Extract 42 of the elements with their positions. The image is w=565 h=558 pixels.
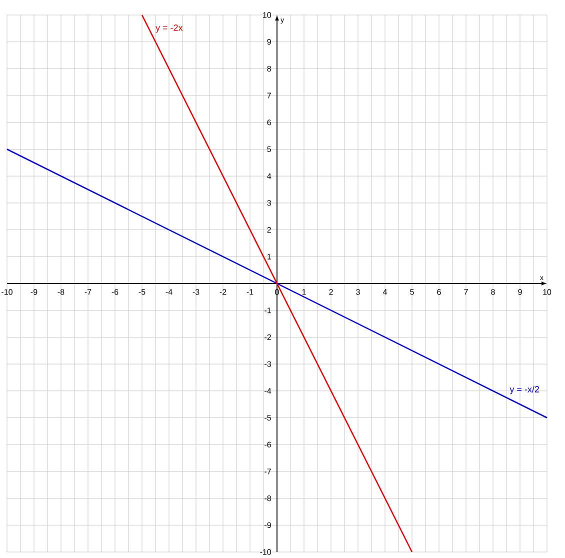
- x-tick-label: -4: [166, 289, 172, 295]
- x-tick-label: 6: [437, 289, 441, 295]
- y-tick-label: 3: [267, 200, 271, 206]
- x-tick-label: 4: [382, 289, 387, 295]
- y-tick-label: 7: [267, 92, 271, 98]
- series-label: y = -x/2: [510, 386, 540, 394]
- x-tick-label: -9: [30, 289, 38, 295]
- x-tick-label: 9: [518, 289, 522, 295]
- y-tick-label: 4: [267, 173, 272, 179]
- x-tick-label: -8: [58, 289, 64, 295]
- y-tick-label: -9: [264, 522, 271, 528]
- y-tick-label: -2: [264, 334, 271, 340]
- x-tick-label: 10: [543, 289, 552, 295]
- y-tick-label: 9: [267, 39, 271, 45]
- x-tick-label: 2: [329, 289, 333, 295]
- x-tick-label: 3: [356, 289, 360, 295]
- y-tick-label: 5: [267, 146, 271, 152]
- series-label: y = -2x: [156, 24, 183, 33]
- y-tick-label: 10: [263, 12, 272, 18]
- y-tick-label: 6: [267, 120, 271, 126]
- y-tick-label: 1: [268, 254, 271, 260]
- x-tick-label: -3: [192, 289, 200, 295]
- y-tick-label: -6: [264, 442, 271, 448]
- y-tick-label: -7: [264, 468, 271, 474]
- y-tick-label: -3: [264, 361, 271, 367]
- y-tick-label: 8: [267, 66, 271, 72]
- x-tick-label: -7: [84, 289, 92, 295]
- x-tick-label: -1: [246, 289, 254, 295]
- y-tick-label: -4: [264, 388, 272, 394]
- x-tick-label: 7: [464, 289, 468, 295]
- y-tick-label: -1: [264, 308, 271, 314]
- x-tick-label: -2: [220, 289, 226, 295]
- y-tick-label: 2: [267, 227, 271, 233]
- x-tick-label: -5: [138, 289, 146, 295]
- y-tick-label: -10: [260, 549, 272, 555]
- x-tick-label: -6: [112, 289, 118, 295]
- y-tick-label: -5: [264, 414, 271, 421]
- x-tick-label: 8: [491, 289, 495, 295]
- x-tick-label: -10: [2, 289, 12, 295]
- x-tick-label: 5: [410, 289, 414, 295]
- y-tick-label: -8: [264, 495, 271, 502]
- x-tick-label: 1: [302, 289, 306, 295]
